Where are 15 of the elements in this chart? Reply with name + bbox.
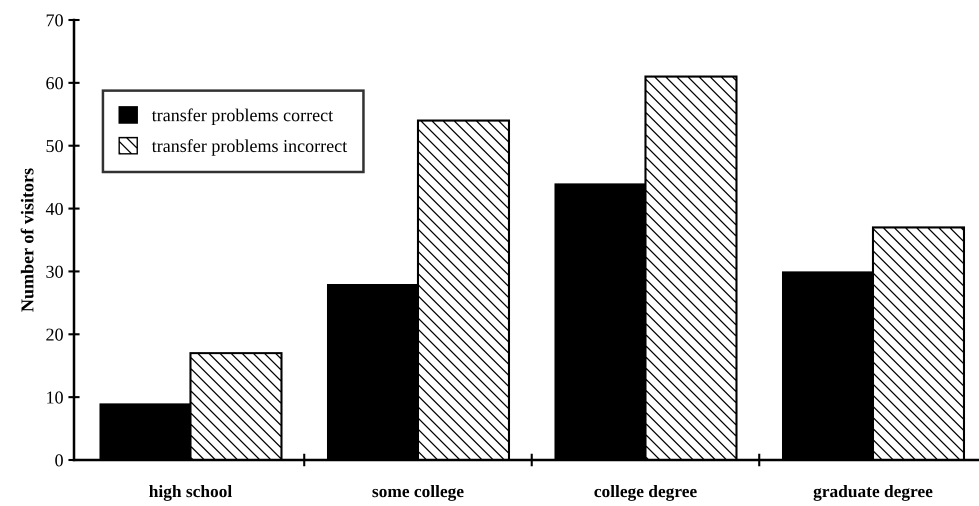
y-tick-label: 70 bbox=[46, 14, 63, 26]
y-tick-label: 30 bbox=[46, 266, 63, 278]
legend-label: transfer problems incorrect bbox=[152, 139, 348, 156]
x-tick-label: some college bbox=[372, 485, 464, 501]
x-tick-label: college degree bbox=[594, 485, 697, 501]
x-tick-label: graduate degree bbox=[814, 485, 932, 501]
y-tick-label: 0 bbox=[55, 454, 63, 466]
legend-label: transfer problems correct bbox=[152, 108, 334, 125]
y-tick-label: 10 bbox=[47, 391, 63, 404]
y-tick-label: 60 bbox=[46, 77, 63, 90]
y-tick-label: 50 bbox=[46, 140, 63, 152]
y-tick-label: 20 bbox=[46, 328, 63, 341]
x-tick-label: high school bbox=[149, 485, 232, 501]
y-axis-title: Number of visitors bbox=[20, 168, 34, 312]
y-tick-label: 40 bbox=[46, 202, 63, 216]
